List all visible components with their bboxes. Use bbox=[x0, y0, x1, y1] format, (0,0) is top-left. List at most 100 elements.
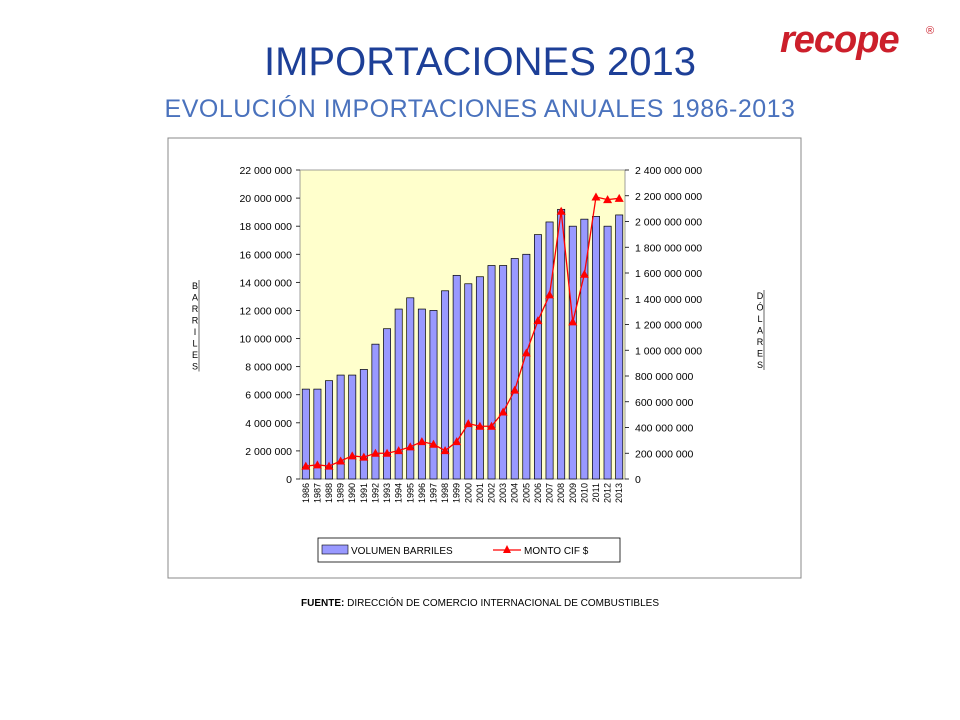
legend-swatch-bar bbox=[321, 544, 349, 555]
bar bbox=[522, 253, 531, 480]
x-tick-label: 1998 bbox=[440, 483, 450, 503]
left-axis-letter: E bbox=[192, 350, 198, 360]
x-tick-label: 2009 bbox=[568, 483, 578, 503]
left-axis-letter: L bbox=[192, 339, 197, 349]
monto-point bbox=[463, 419, 473, 428]
monto-point bbox=[324, 461, 334, 470]
legend-swatch-marker bbox=[503, 545, 511, 553]
monto-point bbox=[405, 442, 415, 451]
right-tick-label: 0 bbox=[635, 474, 641, 486]
x-axis: 1986 1987 1988 1989 1990 1991 1992 1993 1994 1995… bbox=[301, 483, 624, 503]
left-axis-letter: B bbox=[192, 281, 198, 291]
right-axis: 0 200 000 000 400 000 000 600 000 000 800 00… bbox=[625, 165, 702, 486]
x-tick-label: 1999 bbox=[452, 483, 462, 503]
bar bbox=[325, 380, 333, 480]
x-tick-label: 2012 bbox=[603, 483, 613, 503]
right-tick-label: 2 200 000 000 bbox=[635, 191, 702, 203]
x-tick-label: 1995 bbox=[405, 483, 415, 503]
bar bbox=[475, 276, 484, 480]
bar bbox=[441, 290, 450, 480]
left-tick-label: 12 000 000 bbox=[239, 305, 292, 317]
x-tick-label: 1988 bbox=[324, 483, 334, 503]
right-axis-letter: L bbox=[757, 314, 762, 324]
bar bbox=[383, 328, 392, 480]
right-tick-label: 400 000 000 bbox=[635, 423, 694, 435]
monto-point bbox=[579, 269, 589, 278]
left-tick-label: 18 000 000 bbox=[239, 221, 292, 233]
right-tick-label: 200 000 000 bbox=[635, 448, 694, 460]
right-axis-letter: A bbox=[757, 326, 763, 336]
monto-point bbox=[359, 452, 369, 461]
left-tick-label: 4 000 000 bbox=[245, 418, 292, 430]
right-axis-letter: E bbox=[757, 349, 763, 359]
x-tick-label: 2001 bbox=[475, 483, 485, 503]
bar bbox=[359, 369, 368, 480]
x-tick-label: 2011 bbox=[591, 483, 601, 502]
monto-point bbox=[347, 451, 357, 460]
right-tick-label: 1 400 000 000 bbox=[635, 294, 702, 306]
bar bbox=[394, 308, 403, 480]
x-tick-label: 1990 bbox=[347, 483, 357, 503]
monto-point bbox=[568, 317, 578, 326]
bar bbox=[429, 310, 438, 480]
monto-point bbox=[301, 461, 311, 470]
bar bbox=[499, 265, 508, 480]
x-tick-label: 2007 bbox=[545, 483, 555, 503]
legend-label-monto: MONTO CIF $ bbox=[524, 546, 589, 557]
left-tick-label: 6 000 000 bbox=[245, 390, 292, 402]
monto-point bbox=[487, 421, 497, 430]
left-tick-label: 0 bbox=[286, 474, 292, 486]
left-axis-label: BARRILES bbox=[192, 280, 200, 372]
legend-label-volume: VOLUMEN BARRILES bbox=[351, 546, 453, 557]
monto-point bbox=[428, 439, 438, 448]
right-axis-letter: R bbox=[757, 337, 764, 347]
right-tick-label: 2 000 000 000 bbox=[635, 217, 702, 229]
x-tick-label: 2010 bbox=[579, 483, 589, 503]
logo-wordmark: recope bbox=[780, 19, 899, 61]
left-axis-letter: I bbox=[194, 327, 197, 337]
right-tick-label: 2 400 000 000 bbox=[635, 165, 702, 177]
right-tick-label: 1 800 000 000 bbox=[635, 242, 702, 254]
monto-point bbox=[417, 437, 427, 446]
x-tick-label: 1997 bbox=[428, 483, 438, 503]
bar bbox=[580, 218, 589, 480]
x-tick-label: 2002 bbox=[487, 483, 497, 503]
page-title: IMPORTACIONES 2013 bbox=[264, 40, 696, 84]
right-tick-label: 600 000 000 bbox=[635, 397, 694, 409]
left-axis-letter: R bbox=[192, 304, 199, 314]
legend-box bbox=[317, 537, 621, 563]
left-axis: 0 2 000 000 4 000 000 6 000 000 8 000 000 10 … bbox=[239, 165, 300, 486]
x-tick-label: 2006 bbox=[533, 483, 543, 503]
left-axis-letter: A bbox=[192, 293, 198, 303]
bar bbox=[545, 221, 554, 480]
left-axis-letter: R bbox=[192, 316, 199, 326]
logo-registered-mark: ® bbox=[926, 25, 934, 37]
x-tick-label: 1994 bbox=[394, 483, 404, 503]
left-axis-letter: S bbox=[192, 362, 198, 372]
bar bbox=[487, 265, 496, 480]
bar bbox=[568, 225, 577, 480]
monto-point bbox=[498, 407, 508, 416]
source-text: DIRECCIÓN DE COMERCIO INTERNACIONAL DE C… bbox=[347, 598, 659, 609]
monto-point bbox=[614, 193, 624, 202]
left-tick-label: 16 000 000 bbox=[239, 249, 292, 261]
page-subtitle: EVOLUCIÓN IMPORTACIONES ANUALES 1986-201… bbox=[164, 95, 796, 123]
bar bbox=[313, 388, 322, 480]
bar-series bbox=[301, 208, 624, 480]
x-tick-label: 2005 bbox=[521, 483, 531, 503]
bar bbox=[336, 374, 345, 480]
source-note: FUENTE: DIRECCIÓN DE COMERCIO INTERNACIO… bbox=[0, 598, 960, 609]
bar bbox=[510, 258, 519, 480]
monto-point bbox=[382, 448, 392, 457]
right-tick-label: 800 000 000 bbox=[635, 371, 694, 383]
monto-point bbox=[591, 192, 601, 201]
right-axis-letter: S bbox=[757, 360, 763, 370]
x-tick-label: 1987 bbox=[312, 483, 322, 503]
x-tick-label: 1996 bbox=[417, 483, 427, 503]
monto-point bbox=[452, 437, 462, 446]
left-tick-label: 14 000 000 bbox=[239, 277, 292, 289]
x-tick-label: 2013 bbox=[614, 483, 624, 503]
line-series bbox=[301, 192, 624, 470]
